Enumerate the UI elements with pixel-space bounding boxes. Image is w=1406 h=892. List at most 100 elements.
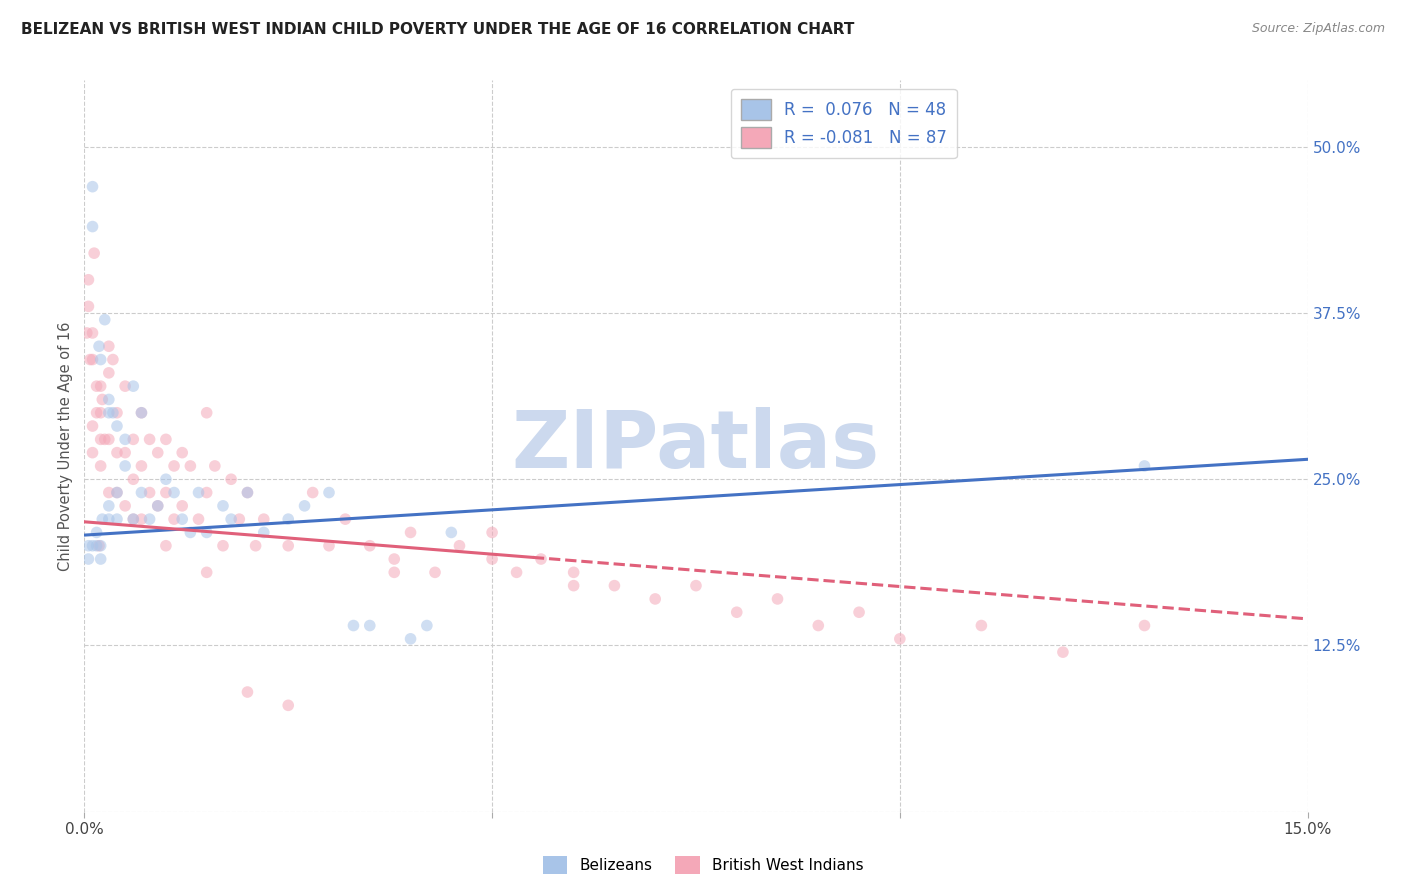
Point — [146, 499, 169, 513]
Point — [90, 352, 112, 367]
Point — [236, 485, 259, 500]
Point — [76, 326, 98, 340]
Point — [163, 458, 186, 473]
Point — [212, 499, 235, 513]
Point — [114, 499, 136, 513]
Point — [97, 339, 120, 353]
Point — [97, 499, 120, 513]
Point — [82, 419, 104, 434]
Point — [236, 485, 259, 500]
Point — [172, 445, 194, 459]
Point — [382, 566, 405, 580]
Point — [179, 525, 201, 540]
Text: Source: ZipAtlas.com: Source: ZipAtlas.com — [1251, 22, 1385, 36]
Point — [105, 485, 128, 500]
Point — [423, 566, 446, 580]
Point — [195, 525, 218, 540]
Point — [105, 485, 128, 500]
Point — [77, 539, 100, 553]
Point — [187, 512, 209, 526]
Point — [530, 552, 553, 566]
Point — [253, 525, 276, 540]
Point — [90, 539, 112, 553]
Point — [87, 539, 110, 553]
Point — [77, 552, 100, 566]
Point — [122, 433, 145, 447]
Point — [114, 458, 136, 473]
Legend: R =  0.076   N = 48, R = -0.081   N = 87: R = 0.076 N = 48, R = -0.081 N = 87 — [731, 88, 956, 158]
Point — [359, 618, 381, 632]
Point — [82, 539, 104, 553]
Point — [301, 485, 323, 500]
Point — [807, 618, 830, 632]
Point — [105, 445, 128, 459]
Point — [318, 485, 340, 500]
Point — [342, 618, 364, 632]
Point — [562, 579, 585, 593]
Point — [86, 539, 108, 553]
Point — [603, 579, 626, 593]
Point — [122, 472, 145, 486]
Point — [138, 512, 160, 526]
Point — [90, 406, 112, 420]
Point — [505, 566, 527, 580]
Y-axis label: Child Poverty Under the Age of 16: Child Poverty Under the Age of 16 — [58, 321, 73, 571]
Point — [449, 539, 471, 553]
Point — [90, 458, 112, 473]
Point — [146, 445, 169, 459]
Point — [131, 458, 153, 473]
Point — [179, 458, 201, 473]
Point — [219, 472, 242, 486]
Point — [219, 512, 242, 526]
Point — [359, 539, 381, 553]
Point — [114, 379, 136, 393]
Point — [93, 433, 115, 447]
Point — [131, 406, 153, 420]
Point — [725, 605, 748, 619]
Point — [212, 539, 235, 553]
Point — [86, 525, 108, 540]
Text: ZIPatlas: ZIPatlas — [512, 407, 880, 485]
Point — [86, 406, 108, 420]
Point — [77, 299, 100, 313]
Point — [970, 618, 993, 632]
Point — [105, 406, 128, 420]
Point — [172, 499, 194, 513]
Point — [204, 458, 226, 473]
Point — [131, 485, 153, 500]
Point — [481, 525, 503, 540]
Point — [77, 273, 100, 287]
Legend: Belizeans, British West Indians: Belizeans, British West Indians — [537, 850, 869, 880]
Point — [146, 499, 169, 513]
Point — [889, 632, 911, 646]
Point — [82, 219, 104, 234]
Point — [277, 512, 299, 526]
Point — [155, 485, 177, 500]
Point — [87, 339, 110, 353]
Point — [105, 512, 128, 526]
Point — [122, 379, 145, 393]
Point — [82, 352, 104, 367]
Point — [138, 433, 160, 447]
Point — [82, 179, 104, 194]
Point — [122, 512, 145, 526]
Point — [138, 485, 160, 500]
Point — [155, 539, 177, 553]
Point — [155, 472, 177, 486]
Point — [155, 433, 177, 447]
Point — [97, 512, 120, 526]
Point — [131, 512, 153, 526]
Point — [318, 539, 340, 553]
Point — [90, 379, 112, 393]
Point — [245, 539, 267, 553]
Point — [90, 433, 112, 447]
Point — [82, 326, 104, 340]
Point — [416, 618, 439, 632]
Point — [195, 485, 218, 500]
Point — [97, 366, 120, 380]
Point — [90, 552, 112, 566]
Point — [848, 605, 870, 619]
Point — [236, 685, 259, 699]
Point — [294, 499, 316, 513]
Point — [481, 552, 503, 566]
